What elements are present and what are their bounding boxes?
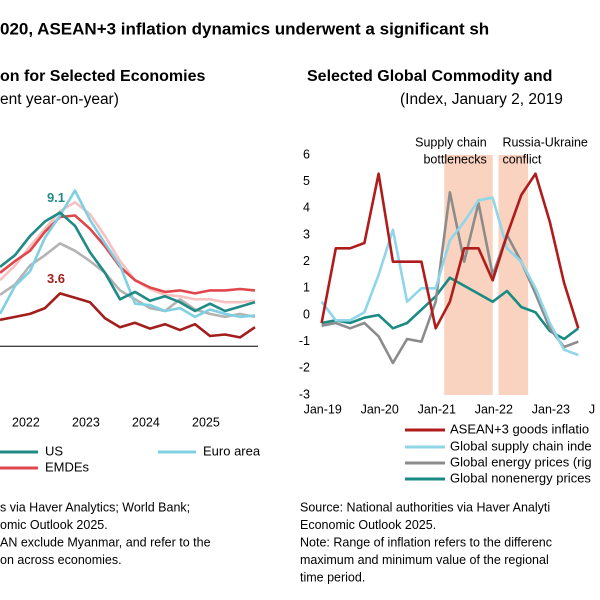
footnote: Note: Range of inflation refers to the d… <box>300 535 552 549</box>
x-tick-label: J <box>589 402 595 416</box>
x-tick-label: Jan-21 <box>418 402 456 416</box>
y-tick-label: 5 <box>303 174 310 188</box>
period-label: conflict <box>502 152 541 166</box>
series-line <box>321 276 580 341</box>
legend-label: ASEAN+3 goods inflatio <box>450 421 589 436</box>
x-tick-label: 2023 <box>72 415 100 429</box>
y-tick-label: 1 <box>303 281 310 295</box>
legend-label: EMDEs <box>45 459 90 474</box>
chart-subtitle: ent year-on-year) <box>0 91 119 108</box>
series-line <box>321 191 579 365</box>
series-line <box>0 201 256 304</box>
x-tick-label: Jan-22 <box>475 402 513 416</box>
plot-area: 9.1 3.6 <box>0 189 256 339</box>
chart: 2022 2023 2024 2025 9.1 3.6 US Euro area EMDEs <box>0 189 261 474</box>
footnote: Economic Outlook 2025. <box>300 518 436 532</box>
chart-subtitle: (Index, January 2, 2019 <box>400 91 563 108</box>
period-label: Supply chain <box>415 135 487 149</box>
footnote: omic Outlook 2025. <box>0 518 108 532</box>
x-tick-label: 2025 <box>192 415 220 429</box>
legend-label: US <box>45 443 63 458</box>
series-line <box>0 189 256 319</box>
series-line <box>0 211 256 313</box>
plot-area <box>320 172 580 365</box>
legend-label: Global energy prices (rig <box>450 454 592 469</box>
chart: Supply chain bottlenecks Russia-Ukraine con… <box>299 135 595 485</box>
chart-title: Selected Global Commodity and <box>307 68 552 85</box>
footnote: maximum and minimum value of the regiona… <box>300 553 549 567</box>
data-label: 3.6 <box>47 271 65 286</box>
x-tick-label: Jan-20 <box>361 402 399 416</box>
data-label: 9.1 <box>47 190 65 205</box>
y-tick-label: 6 <box>303 147 310 161</box>
charts: 2022 2023 2024 2025 9.1 3.6 US Euro area EMDEs Su… <box>0 135 595 584</box>
y-tick-label: -1 <box>299 334 310 348</box>
series-line <box>0 292 256 339</box>
series-line <box>320 172 580 330</box>
y-tick-label: -2 <box>299 361 310 375</box>
footnote: Source: National authorities via Haver A… <box>300 500 550 514</box>
y-tick-label: 3 <box>303 227 310 241</box>
period-label: Russia-Ukraine <box>502 135 587 149</box>
page-title: 020, ASEAN+3 inflation dynamics underwen… <box>0 19 489 38</box>
chart-title: on for Selected Economies <box>0 68 205 85</box>
series-line <box>320 196 579 357</box>
shaded-period <box>498 155 529 395</box>
x-tick-label: 2022 <box>12 415 40 429</box>
y-tick-label: -3 <box>299 387 310 401</box>
x-tick-label: 2024 <box>132 415 160 429</box>
shaded-period <box>444 155 493 395</box>
period-label: bottlenecks <box>423 152 486 166</box>
y-tick-label: 4 <box>303 201 310 215</box>
y-tick-label: 2 <box>303 254 310 268</box>
footnote: s via Haver Analytics; World Bank; <box>0 500 190 514</box>
footnote: AN exclude Myanmar, and refer to the <box>0 535 211 549</box>
legend-label: Global supply chain inde <box>450 438 592 453</box>
footnote: on across economies. <box>0 553 122 567</box>
x-tick-label: Jan-19 <box>304 402 342 416</box>
legend-label: Euro area <box>203 443 261 458</box>
legend-label: Global nonenergy prices <box>450 470 591 485</box>
x-tick-label: Jan-23 <box>532 402 570 416</box>
series-line <box>0 214 256 295</box>
y-tick-label: 0 <box>303 307 310 321</box>
footnote: time period. <box>300 570 365 584</box>
